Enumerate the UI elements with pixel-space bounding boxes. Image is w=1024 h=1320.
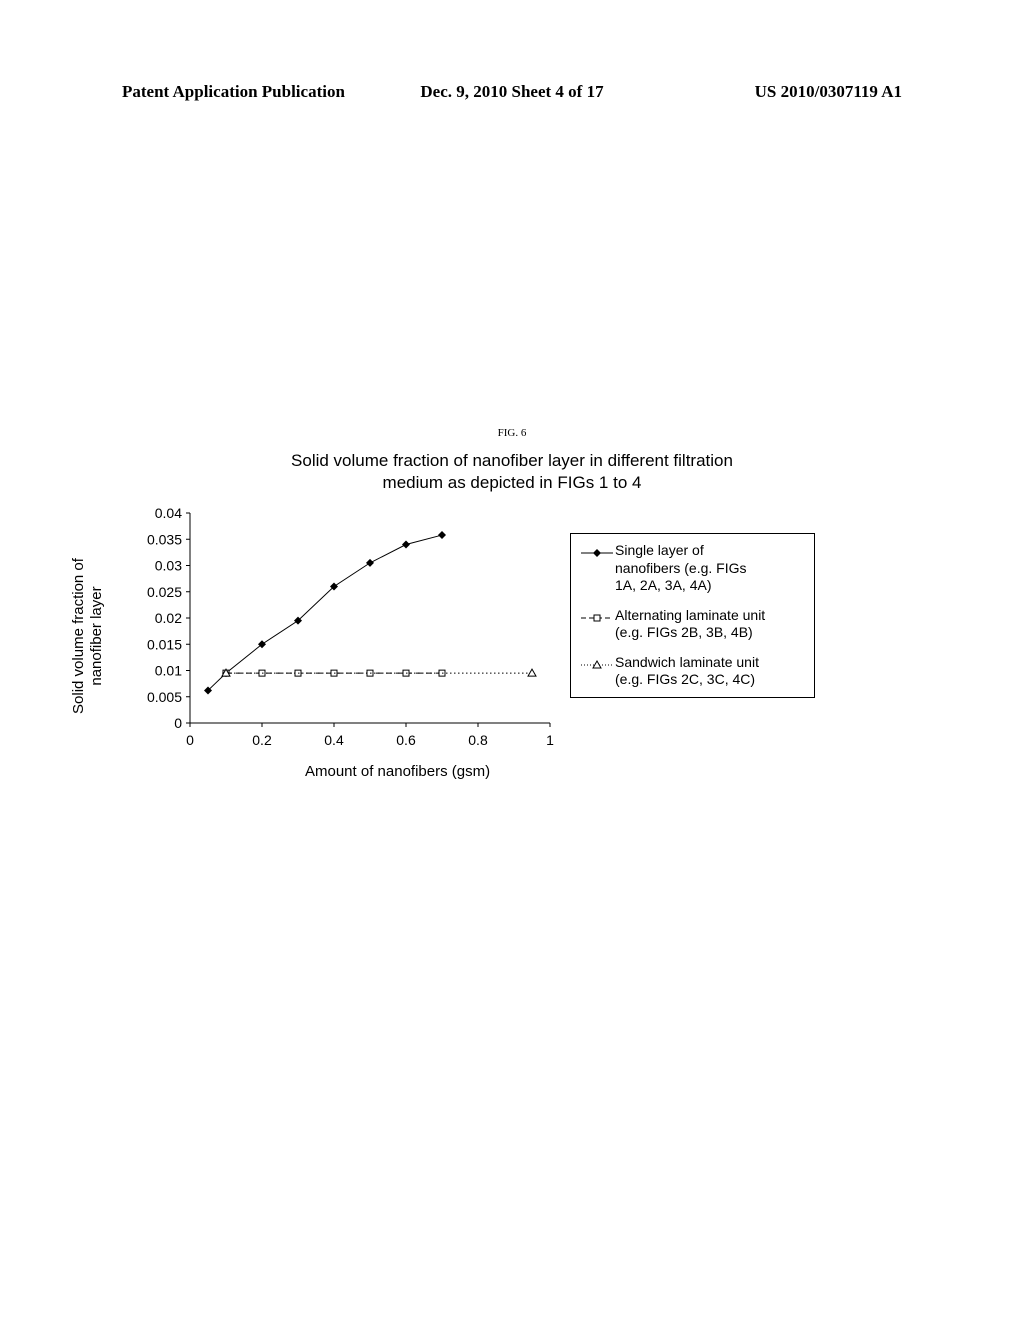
svg-text:0.03: 0.03 — [155, 558, 182, 574]
legend-item-alternating: Alternating laminate unit (e.g. FIGs 2B,… — [579, 607, 804, 642]
svg-text:1: 1 — [546, 732, 554, 748]
legend-item-sandwich: Sandwich laminate unit (e.g. FIGs 2C, 3C… — [579, 654, 804, 689]
legend-marker-single — [579, 548, 615, 558]
chart-title-line2: medium as depicted in FIGs 1 to 4 — [383, 473, 642, 492]
legend-item-single: Single layer of nanofibers (e.g. FIGs 1A… — [579, 542, 804, 595]
svg-text:0.005: 0.005 — [147, 689, 182, 705]
header-center: Dec. 9, 2010 Sheet 4 of 17 — [420, 82, 603, 102]
chart-plot: 0 0.005 0.01 0.015 0.02 0.025 0.03 0.035 0.04 0 0.… — [130, 508, 560, 758]
page: Patent Application Publication Dec. 9, 2… — [0, 0, 1024, 1320]
legend-text-alternating: Alternating laminate unit (e.g. FIGs 2B,… — [615, 607, 804, 642]
svg-text:0.035: 0.035 — [147, 531, 182, 547]
svg-text:0.6: 0.6 — [396, 732, 416, 748]
svg-text:0: 0 — [186, 732, 194, 748]
legend-marker-alternating — [579, 613, 615, 623]
chart-container: Solid volume fraction of nanofiber layer… — [130, 508, 560, 763]
svg-text:0.4: 0.4 — [324, 732, 344, 748]
header-right: US 2010/0307119 A1 — [755, 82, 902, 102]
legend: Single layer of nanofibers (e.g. FIGs 1A… — [570, 533, 815, 698]
y-axis-label-line1: Solid volume fraction of — [70, 558, 87, 714]
figure-label: FIG. 6 — [498, 427, 527, 439]
legend-text-single: Single layer of nanofibers (e.g. FIGs 1A… — [615, 542, 804, 595]
svg-text:0: 0 — [174, 715, 182, 731]
svg-text:0.8: 0.8 — [468, 732, 488, 748]
svg-text:0.2: 0.2 — [252, 732, 272, 748]
svg-text:0.04: 0.04 — [155, 508, 182, 521]
chart-title: Solid volume fraction of nanofiber layer… — [291, 450, 733, 494]
legend-marker-sandwich — [579, 660, 615, 670]
page-header: Patent Application Publication Dec. 9, 2… — [0, 82, 1024, 102]
legend-text-sandwich: Sandwich laminate unit (e.g. FIGs 2C, 3C… — [615, 654, 804, 689]
chart-title-line1: Solid volume fraction of nanofiber layer… — [291, 451, 733, 470]
y-axis-label-line2: nanofiber layer — [88, 586, 105, 685]
y-axis-label: Solid volume fraction of nanofiber layer — [70, 546, 106, 726]
svg-text:0.01: 0.01 — [155, 663, 182, 679]
header-left: Patent Application Publication — [122, 82, 345, 102]
svg-text:0.02: 0.02 — [155, 610, 182, 626]
svg-text:0.015: 0.015 — [147, 636, 182, 652]
svg-text:0.025: 0.025 — [147, 584, 182, 600]
x-axis-label: Amount of nanofibers (gsm) — [305, 763, 490, 780]
